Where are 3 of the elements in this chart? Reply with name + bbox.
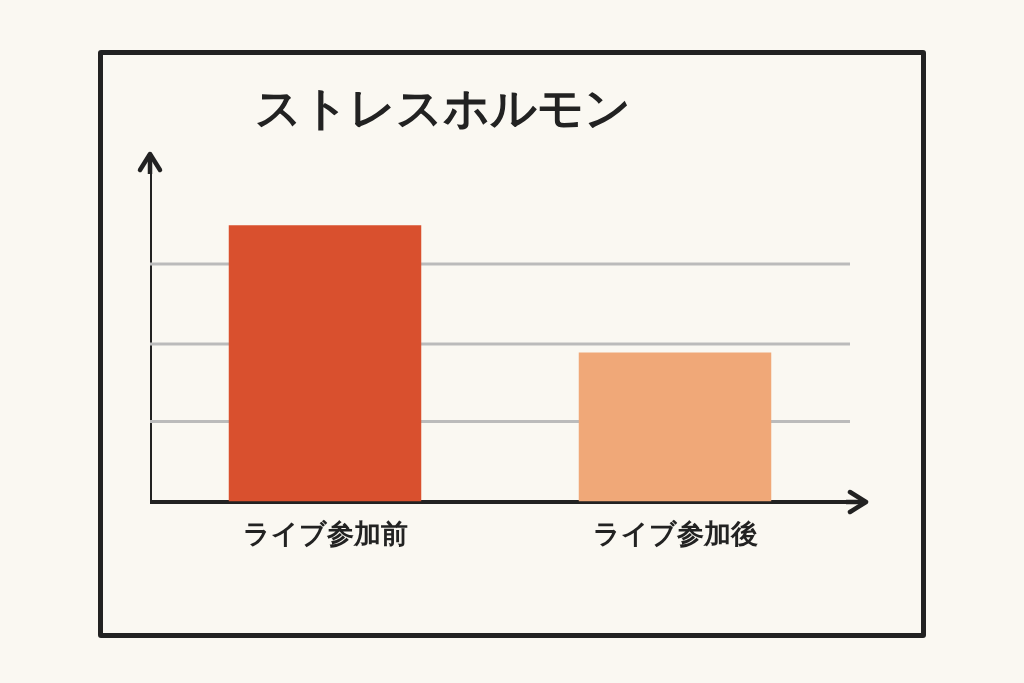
x-tick-label: ライブ参加後 [592,517,758,549]
chart-title: ストレスホルモン [255,80,631,137]
x-tick-label: ライブ参加前 [242,517,408,549]
